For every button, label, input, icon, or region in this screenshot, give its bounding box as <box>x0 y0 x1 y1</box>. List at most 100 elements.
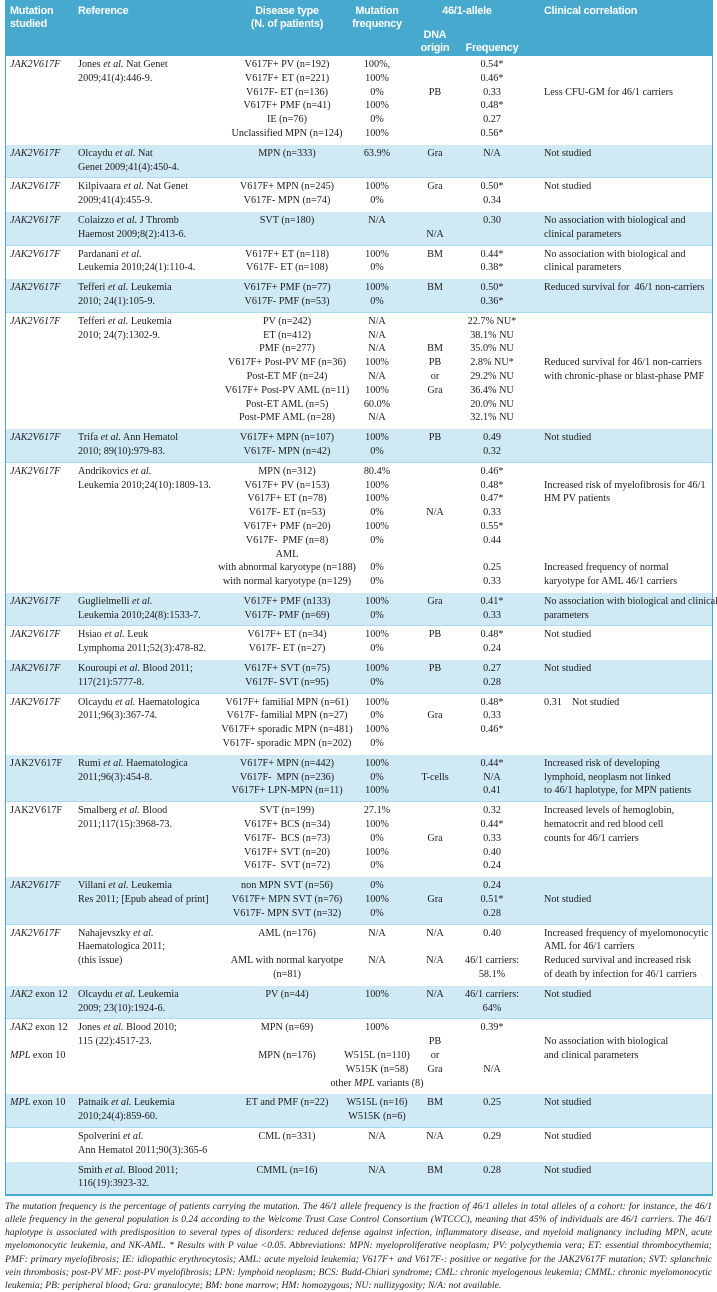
mutation-frequency-cell: N/A <box>368 315 386 327</box>
mutation-cell <box>6 859 78 873</box>
disease-type-cell: V617F+ PV (n=192) <box>244 59 330 70</box>
table-line: V617F- ET (n=136) 0% PB 0.33 Less CFU-GM for… <box>6 86 712 100</box>
reference-cell: Genet 2009;41(4):450-4. <box>78 161 180 173</box>
clinical-correlation-cell <box>524 859 710 873</box>
mutation-frequency-cell: 100% <box>365 819 389 831</box>
allele-frequency-cell: 36.4% NU <box>470 384 514 396</box>
reference-cell: Patnaik et al. Leukemia <box>78 1097 175 1109</box>
dna-origin-cell <box>410 1077 460 1091</box>
clinical-correlation-cell: Not studied <box>544 663 592 675</box>
dna-origin-cell: N/A <box>426 228 444 240</box>
mutation-cell: JAK2V617F <box>10 595 61 607</box>
table-line: V617F- PMF (n=8) 0% 0.44 <box>6 534 712 548</box>
mutation-cell: JAK2V617F <box>10 880 61 892</box>
study-row: JAK2V617F Pardanani et al. V617F+ ET (n=11… <box>6 244 712 279</box>
mutation-frequency-cell <box>344 940 410 954</box>
mutation-cell <box>6 940 78 954</box>
disease-type-cell: V617F+ ET (n=78) <box>247 493 327 505</box>
mutation-cell <box>6 709 78 723</box>
allele-frequency-cell: 0.33 <box>483 86 501 98</box>
disease-type-cell: V617F+ PV (n=153) <box>244 479 330 491</box>
mutation-cell: JAK2V617F <box>10 214 61 226</box>
study-row: JAK2V617F Tefferi et al. Leukemia PV (n=24… <box>6 311 712 429</box>
disease-type-cell: with normal karyotype (n=129) <box>222 576 352 588</box>
mutation-cell: JAK2V617F <box>10 696 61 708</box>
clinical-correlation-cell <box>524 907 710 921</box>
reference-cell <box>78 1063 230 1077</box>
clinical-correlation-cell: Increased risk of developing <box>544 757 660 769</box>
mutation-frequency-cell: 100% <box>365 1022 389 1034</box>
mutation-cell <box>6 1077 78 1091</box>
clinical-correlation-cell: Not studied <box>544 1130 592 1142</box>
mutation-frequency-cell: 0% <box>370 534 384 546</box>
mutation-cell <box>6 1130 78 1144</box>
dna-origin-cell <box>410 548 460 562</box>
mutation-cell <box>6 818 78 832</box>
reference-cell: Leukemia 2010;24(10):1809-13. <box>78 479 211 491</box>
dna-origin-cell <box>410 907 460 921</box>
table-line: V617F+ PMF (n=20) 100% 0.55* <box>6 520 712 534</box>
disease-type-cell: ET and PMF (n=22) <box>245 1097 329 1109</box>
dna-origin-cell: PB <box>428 432 442 444</box>
allele-frequency-cell: 0.47* <box>480 493 504 505</box>
reference-cell <box>78 520 230 534</box>
table-line: Haemost 2009;8(2):413-6. N/A clinical para… <box>6 228 712 242</box>
reference-cell: Haemost 2009;8(2):413-6. <box>78 228 187 240</box>
clinical-correlation-cell <box>524 506 710 520</box>
disease-type-cell: Unclassified MPN (n=124) <box>231 127 343 139</box>
reference-cell <box>78 575 230 589</box>
clinical-correlation-cell <box>524 1144 710 1158</box>
reference-cell <box>78 737 230 751</box>
disease-type-cell: V617F- SVT (n=72) <box>243 860 331 872</box>
table-line: JAK2V617F Guglielmelli et al. V617F+ PMF (… <box>6 595 717 609</box>
mutation-frequency-cell: 100%, <box>363 59 391 70</box>
allele-frequency-cell <box>460 1077 524 1091</box>
clinical-correlation-cell: Not studied <box>544 629 592 641</box>
clinical-correlation-cell: Not studied <box>544 1097 592 1109</box>
dna-origin-cell: Gra <box>427 595 443 607</box>
mutation-cell: JAK2V617F <box>10 927 61 939</box>
clinical-correlation-cell: karyotype for AML 46/1 carriers <box>544 576 678 588</box>
reference-cell: 2010; 24(7):1302-9. <box>78 329 161 341</box>
reference-cell: 2011;96(3):454-8. <box>78 771 153 783</box>
clinical-correlation-cell: Not studied <box>544 181 592 193</box>
reference-cell <box>78 723 230 737</box>
allele-frequency-cell: 0.30 <box>483 214 501 226</box>
mutation-cell <box>6 609 78 623</box>
study-row: JAK2V617F Nahajevszky et al. AML (n=176) N/… <box>6 923 712 985</box>
clinical-correlation-cell: Not studied <box>544 432 592 444</box>
reference-cell <box>78 846 230 860</box>
dna-origin-cell: or <box>430 370 440 382</box>
allele-frequency-cell: 58.1% <box>478 969 506 981</box>
clinical-correlation-cell: with chronic-phase or blast-phase PMF <box>544 370 705 382</box>
reference-cell: 2010; 89(10):979-83. <box>78 445 166 457</box>
dna-origin-cell <box>410 214 460 228</box>
clinical-correlation-cell <box>524 846 710 860</box>
clinical-correlation-cell <box>524 194 710 208</box>
allele-frequency-cell: 0.39* <box>480 1022 504 1034</box>
disease-type-cell: SVT (n=199) <box>259 805 315 817</box>
disease-type-cell <box>230 1110 344 1124</box>
allele-frequency-cell: 0.46* <box>480 72 504 84</box>
clinical-correlation-cell <box>524 342 710 356</box>
mutation-frequency-cell: 100% <box>365 846 389 858</box>
table-line: 2009;41(4):455-9. V617F- MPN (n=74) 0% 0.34 <box>6 194 712 208</box>
clinical-correlation-cell: Increased frequency of myelomonocytic <box>544 927 709 939</box>
mutation-cell: MPL exon 10 <box>10 1050 66 1061</box>
clinical-correlation-cell <box>524 329 710 343</box>
dna-origin-cell <box>410 479 460 493</box>
study-row: JAK2V617F Smalberg et al. Blood SVT (n=199… <box>6 801 712 877</box>
table-line: AML <box>6 548 712 562</box>
mutation-frequency-cell: N/A <box>368 1130 386 1142</box>
mutation-frequency-cell: W515K (n=58) <box>345 1063 409 1075</box>
reference-cell: 2011;96(3):367-74. <box>78 710 158 722</box>
allele-frequency-cell: 0.24 <box>483 643 501 655</box>
clinical-correlation-cell: Not studied <box>544 147 592 159</box>
mutation-frequency-cell: 100% <box>365 696 389 708</box>
mutation-cell <box>6 342 78 356</box>
table-line: 2011;96(3):454-8. V617F- MPN (n=236) 0% T-c… <box>6 771 712 785</box>
clinical-correlation-cell <box>524 1177 710 1191</box>
dna-origin-cell: N/A <box>426 507 444 519</box>
reference-cell: 2009;41(4):455-9. <box>78 195 153 207</box>
clinical-correlation-cell: Less CFU-GM for 46/1 carriers <box>544 86 674 98</box>
